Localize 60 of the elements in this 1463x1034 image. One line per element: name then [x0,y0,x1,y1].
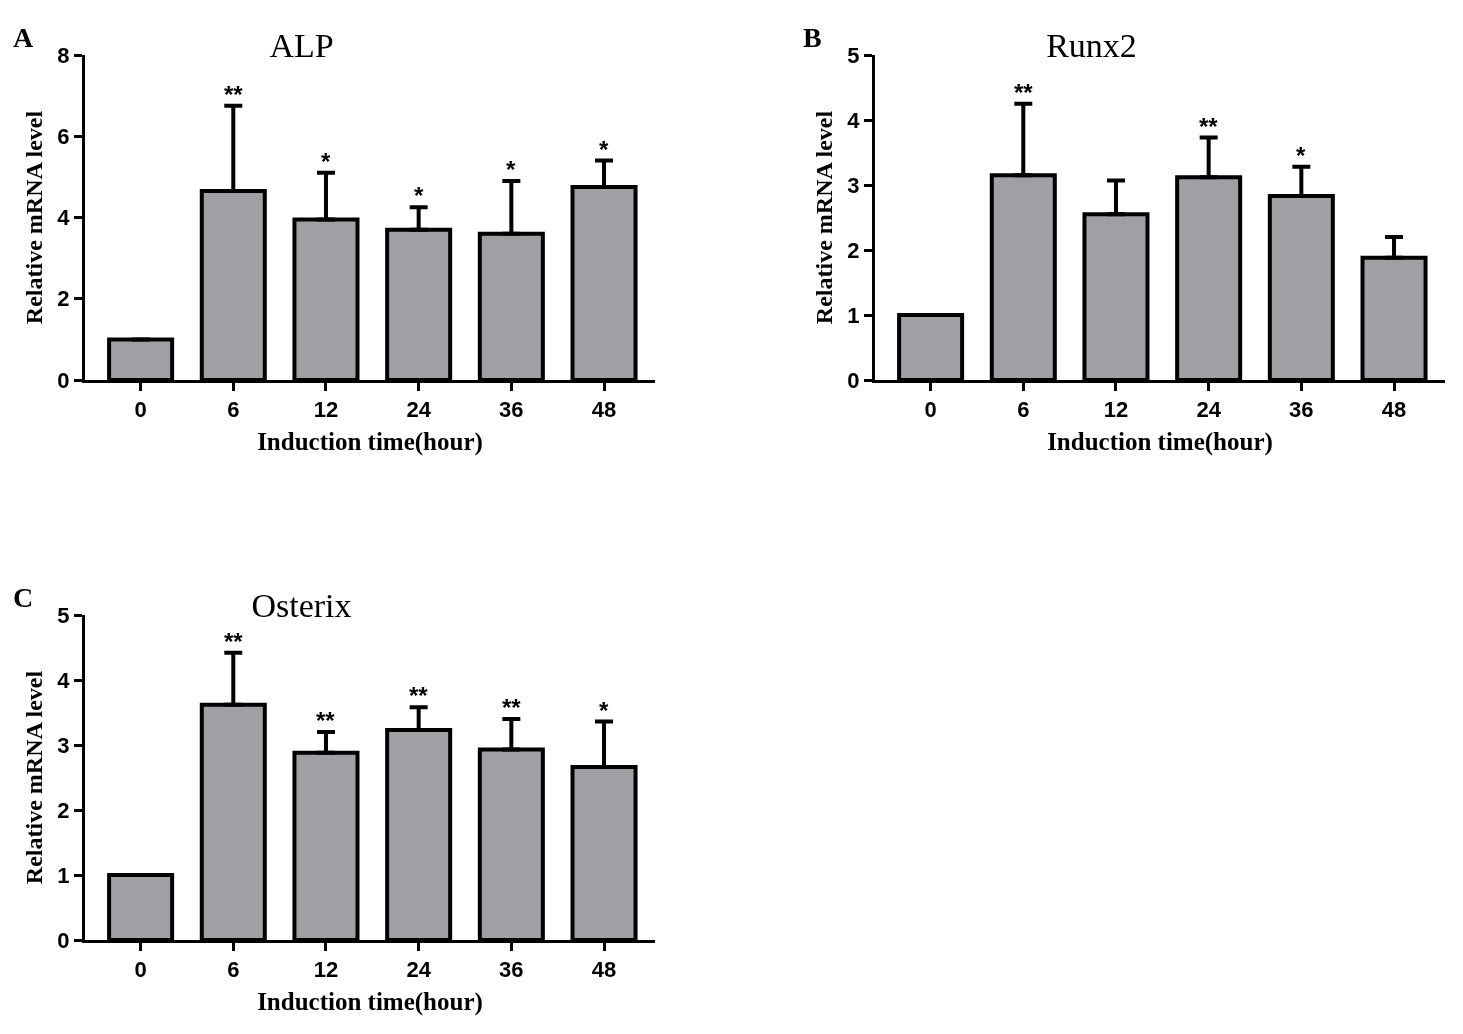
annotation: * [321,148,331,175]
y-axis-title: Relative mRNA level [21,670,48,885]
x-tick-label: 36 [499,957,524,983]
x-tick-label: 36 [499,397,524,423]
y-tick-label: 2 [57,797,70,823]
annotation: * [1296,142,1306,169]
y-tick-label: 1 [57,862,70,888]
y-tick-label: 2 [847,237,860,263]
chart-title: ALP [269,26,334,64]
x-tick-label: 24 [406,957,432,983]
annotation: ** [316,707,336,734]
x-tick-label: 12 [1103,397,1129,423]
annotation: ** [1014,79,1034,106]
x-tick-label: 0 [134,397,147,423]
y-tick-label: 0 [57,367,70,393]
y-tick-label: 5 [57,602,70,628]
x-tick-label: 36 [1289,397,1314,423]
y-tick-label: 0 [847,367,860,393]
y-tick-label: 2 [57,286,70,312]
y-tick-label: 3 [847,172,860,198]
annotation: ** [502,694,522,721]
x-tick-label: 12 [313,957,339,983]
x-tick-label: 48 [591,397,617,423]
annotation: ** [1199,113,1219,140]
x-tick-label: 48 [591,957,617,983]
chart-title: Osterix [251,586,352,624]
x-tick-label: 12 [313,397,339,423]
x-tick-label: 0 [924,397,937,423]
x-axis-title: Induction time(hour) [1047,428,1273,457]
text: A [13,22,34,53]
y-axis-title: Relative mRNA level [21,110,48,325]
y-tick-label: 8 [57,42,70,68]
y-tick-label: 6 [57,123,70,149]
annotation: * [599,136,609,163]
y-tick-label: 0 [57,927,70,953]
y-tick-label: 4 [847,107,861,133]
chart-title: Runx2 [1046,26,1137,64]
y-tick-label: 5 [847,42,860,68]
x-axis-title: Induction time(hour) [257,428,483,457]
annotation: * [414,182,424,209]
x-tick-label: 6 [227,397,240,423]
annotation: * [599,697,609,724]
y-tick-label: 1 [847,302,860,328]
y-tick-label: 4 [57,667,71,693]
x-tick-label: 48 [1381,397,1407,423]
x-tick-label: 24 [406,397,432,423]
y-axis-title: Relative mRNA level [811,110,838,325]
x-tick-label: 0 [134,957,147,983]
annotation: * [506,156,516,183]
y-tick-label: 4 [57,205,71,231]
annotation: ** [409,682,429,709]
y-tick-label: 3 [57,732,70,758]
text: C [13,582,34,613]
x-tick-label: 6 [227,957,240,983]
text: B [803,22,822,53]
x-tick-label: 24 [1196,397,1222,423]
annotation: ** [224,81,244,108]
annotation: ** [224,628,244,655]
x-axis-title: Induction time(hour) [257,988,483,1017]
x-tick-label: 6 [1017,397,1030,423]
